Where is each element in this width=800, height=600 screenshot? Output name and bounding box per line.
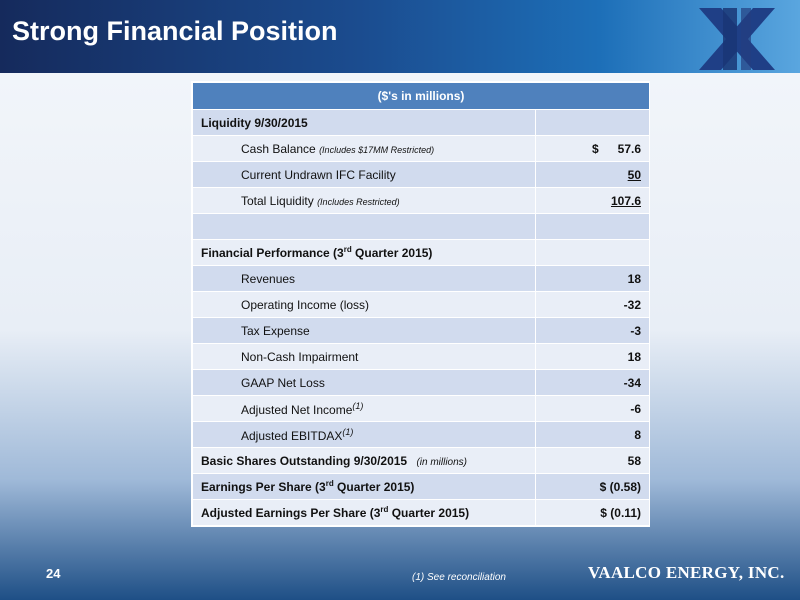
eps-label: Earnings Per Share (3rd Quarter 2015)	[192, 473, 536, 500]
ifc-value: 50	[627, 167, 641, 182]
row-label: Revenues	[192, 265, 536, 292]
row-value: -3	[535, 317, 650, 344]
cash-balance-label: Cash Balance (Includes $17MM Restricted)	[192, 135, 536, 162]
adj-ebitdax-value: 8	[535, 421, 650, 448]
table-row: Revenues 18	[192, 265, 650, 292]
ifc-label: Current Undrawn IFC Facility	[192, 161, 536, 188]
row-label: GAAP Net Loss	[192, 369, 536, 396]
total-liquidity-value: 107.6	[610, 193, 641, 208]
page-number: 24	[46, 566, 61, 581]
table-header-row: ($'s in millions)	[192, 82, 650, 110]
performance-heading-text: Financial Performance (3	[201, 246, 344, 260]
adj-net-income-value: -6	[535, 395, 650, 422]
table-row: Adjusted EBITDAX(1) 8	[192, 421, 650, 448]
table-row: Current Undrawn IFC Facility 50	[192, 161, 650, 188]
adj-net-income-sup: (1)	[352, 400, 364, 411]
financial-table: ($'s in millions) Liquidity 9/30/2015 Ca…	[191, 81, 650, 527]
adj-eps-label: Adjusted Earnings Per Share (3rd Quarter…	[192, 499, 536, 526]
shares-text: Basic Shares Outstanding 9/30/2015	[201, 453, 408, 468]
table-row: Non-Cash Impairment 18	[192, 343, 650, 370]
row-value: -34	[535, 369, 650, 396]
adj-net-income-label: Adjusted Net Income(1)	[192, 395, 536, 422]
row-value: 18	[535, 343, 650, 370]
table-row: Tax Expense -3	[192, 317, 650, 344]
slide-title: Strong Financial Position	[12, 16, 338, 46]
empty-cell	[192, 213, 536, 240]
adj-ebitdax-label: Adjusted EBITDAX(1)	[192, 421, 536, 448]
table-row: GAAP Net Loss -34	[192, 369, 650, 396]
row-label: Non-Cash Impairment	[192, 343, 536, 370]
table-row: Adjusted Earnings Per Share (3rd Quarter…	[192, 499, 650, 526]
empty-cell	[535, 239, 650, 266]
cash-balance-currency: $	[592, 141, 599, 156]
total-liquidity-label: Total Liquidity (Includes Restricted)	[192, 187, 536, 214]
adj-ebitdax-sup: (1)	[342, 426, 354, 437]
performance-heading: Financial Performance (3rd Quarter 2015)	[192, 239, 536, 266]
total-liquidity-note: (Includes Restricted)	[317, 196, 400, 207]
row-value: -32	[535, 291, 650, 318]
empty-cell	[535, 213, 650, 240]
company-name: VAALCO ENERGY, INC.	[588, 563, 785, 582]
eps-value: $ (0.58)	[535, 473, 650, 500]
empty-cell	[535, 109, 650, 136]
adj-ebitdax-text: Adjusted EBITDAX	[241, 428, 343, 443]
cash-balance-note: (Includes $17MM Restricted)	[319, 144, 435, 155]
total-liquidity-value-cell: 107.6	[535, 187, 650, 214]
adj-eps-text: Adjusted Earnings Per Share (3	[201, 506, 381, 520]
table-row: Adjusted Net Income(1) -6	[192, 395, 650, 422]
table-row: Liquidity 9/30/2015	[192, 109, 650, 136]
company-logo-icon	[699, 8, 775, 70]
table-row: Cash Balance (Includes $17MM Restricted)…	[192, 135, 650, 162]
table-header-cell: ($'s in millions)	[192, 82, 650, 110]
eps-text-end: Quarter 2015)	[333, 480, 415, 494]
shares-note: (in millions)	[416, 456, 467, 468]
performance-heading-text-end: Quarter 2015)	[351, 246, 433, 260]
table-row: Total Liquidity (Includes Restricted) 10…	[192, 187, 650, 214]
cash-balance-value: 57.6	[617, 141, 641, 156]
eps-sup: rd	[325, 479, 334, 488]
row-label: Tax Expense	[192, 317, 536, 344]
cash-balance-value-cell: $ 57.6	[535, 135, 650, 162]
adj-eps-text-end: Quarter 2015)	[388, 506, 470, 520]
shares-value: 58	[535, 447, 650, 474]
ifc-value-cell: 50	[535, 161, 650, 188]
row-value: 18	[535, 265, 650, 292]
table-row: Operating Income (loss) -32	[192, 291, 650, 318]
table-row: Basic Shares Outstanding 9/30/2015 (in m…	[192, 447, 650, 474]
adj-net-income-text: Adjusted Net Income	[241, 402, 353, 417]
total-liquidity-text: Total Liquidity	[241, 193, 314, 208]
cash-balance-text: Cash Balance	[241, 141, 316, 156]
table-row: Financial Performance (3rd Quarter 2015)	[192, 239, 650, 266]
row-label: Operating Income (loss)	[192, 291, 536, 318]
performance-heading-sup: rd	[343, 245, 352, 254]
eps-text: Earnings Per Share (3	[201, 480, 326, 494]
liquidity-heading: Liquidity 9/30/2015	[192, 109, 536, 136]
table-row: Earnings Per Share (3rd Quarter 2015) $ …	[192, 473, 650, 500]
shares-label: Basic Shares Outstanding 9/30/2015 (in m…	[192, 447, 536, 474]
adj-eps-value: $ (0.11)	[535, 499, 650, 526]
table-row-spacer	[192, 213, 650, 240]
adj-eps-sup: rd	[380, 505, 389, 514]
footnote: (1) See reconciliation	[412, 572, 506, 583]
header-band: Strong Financial Position	[0, 0, 800, 73]
